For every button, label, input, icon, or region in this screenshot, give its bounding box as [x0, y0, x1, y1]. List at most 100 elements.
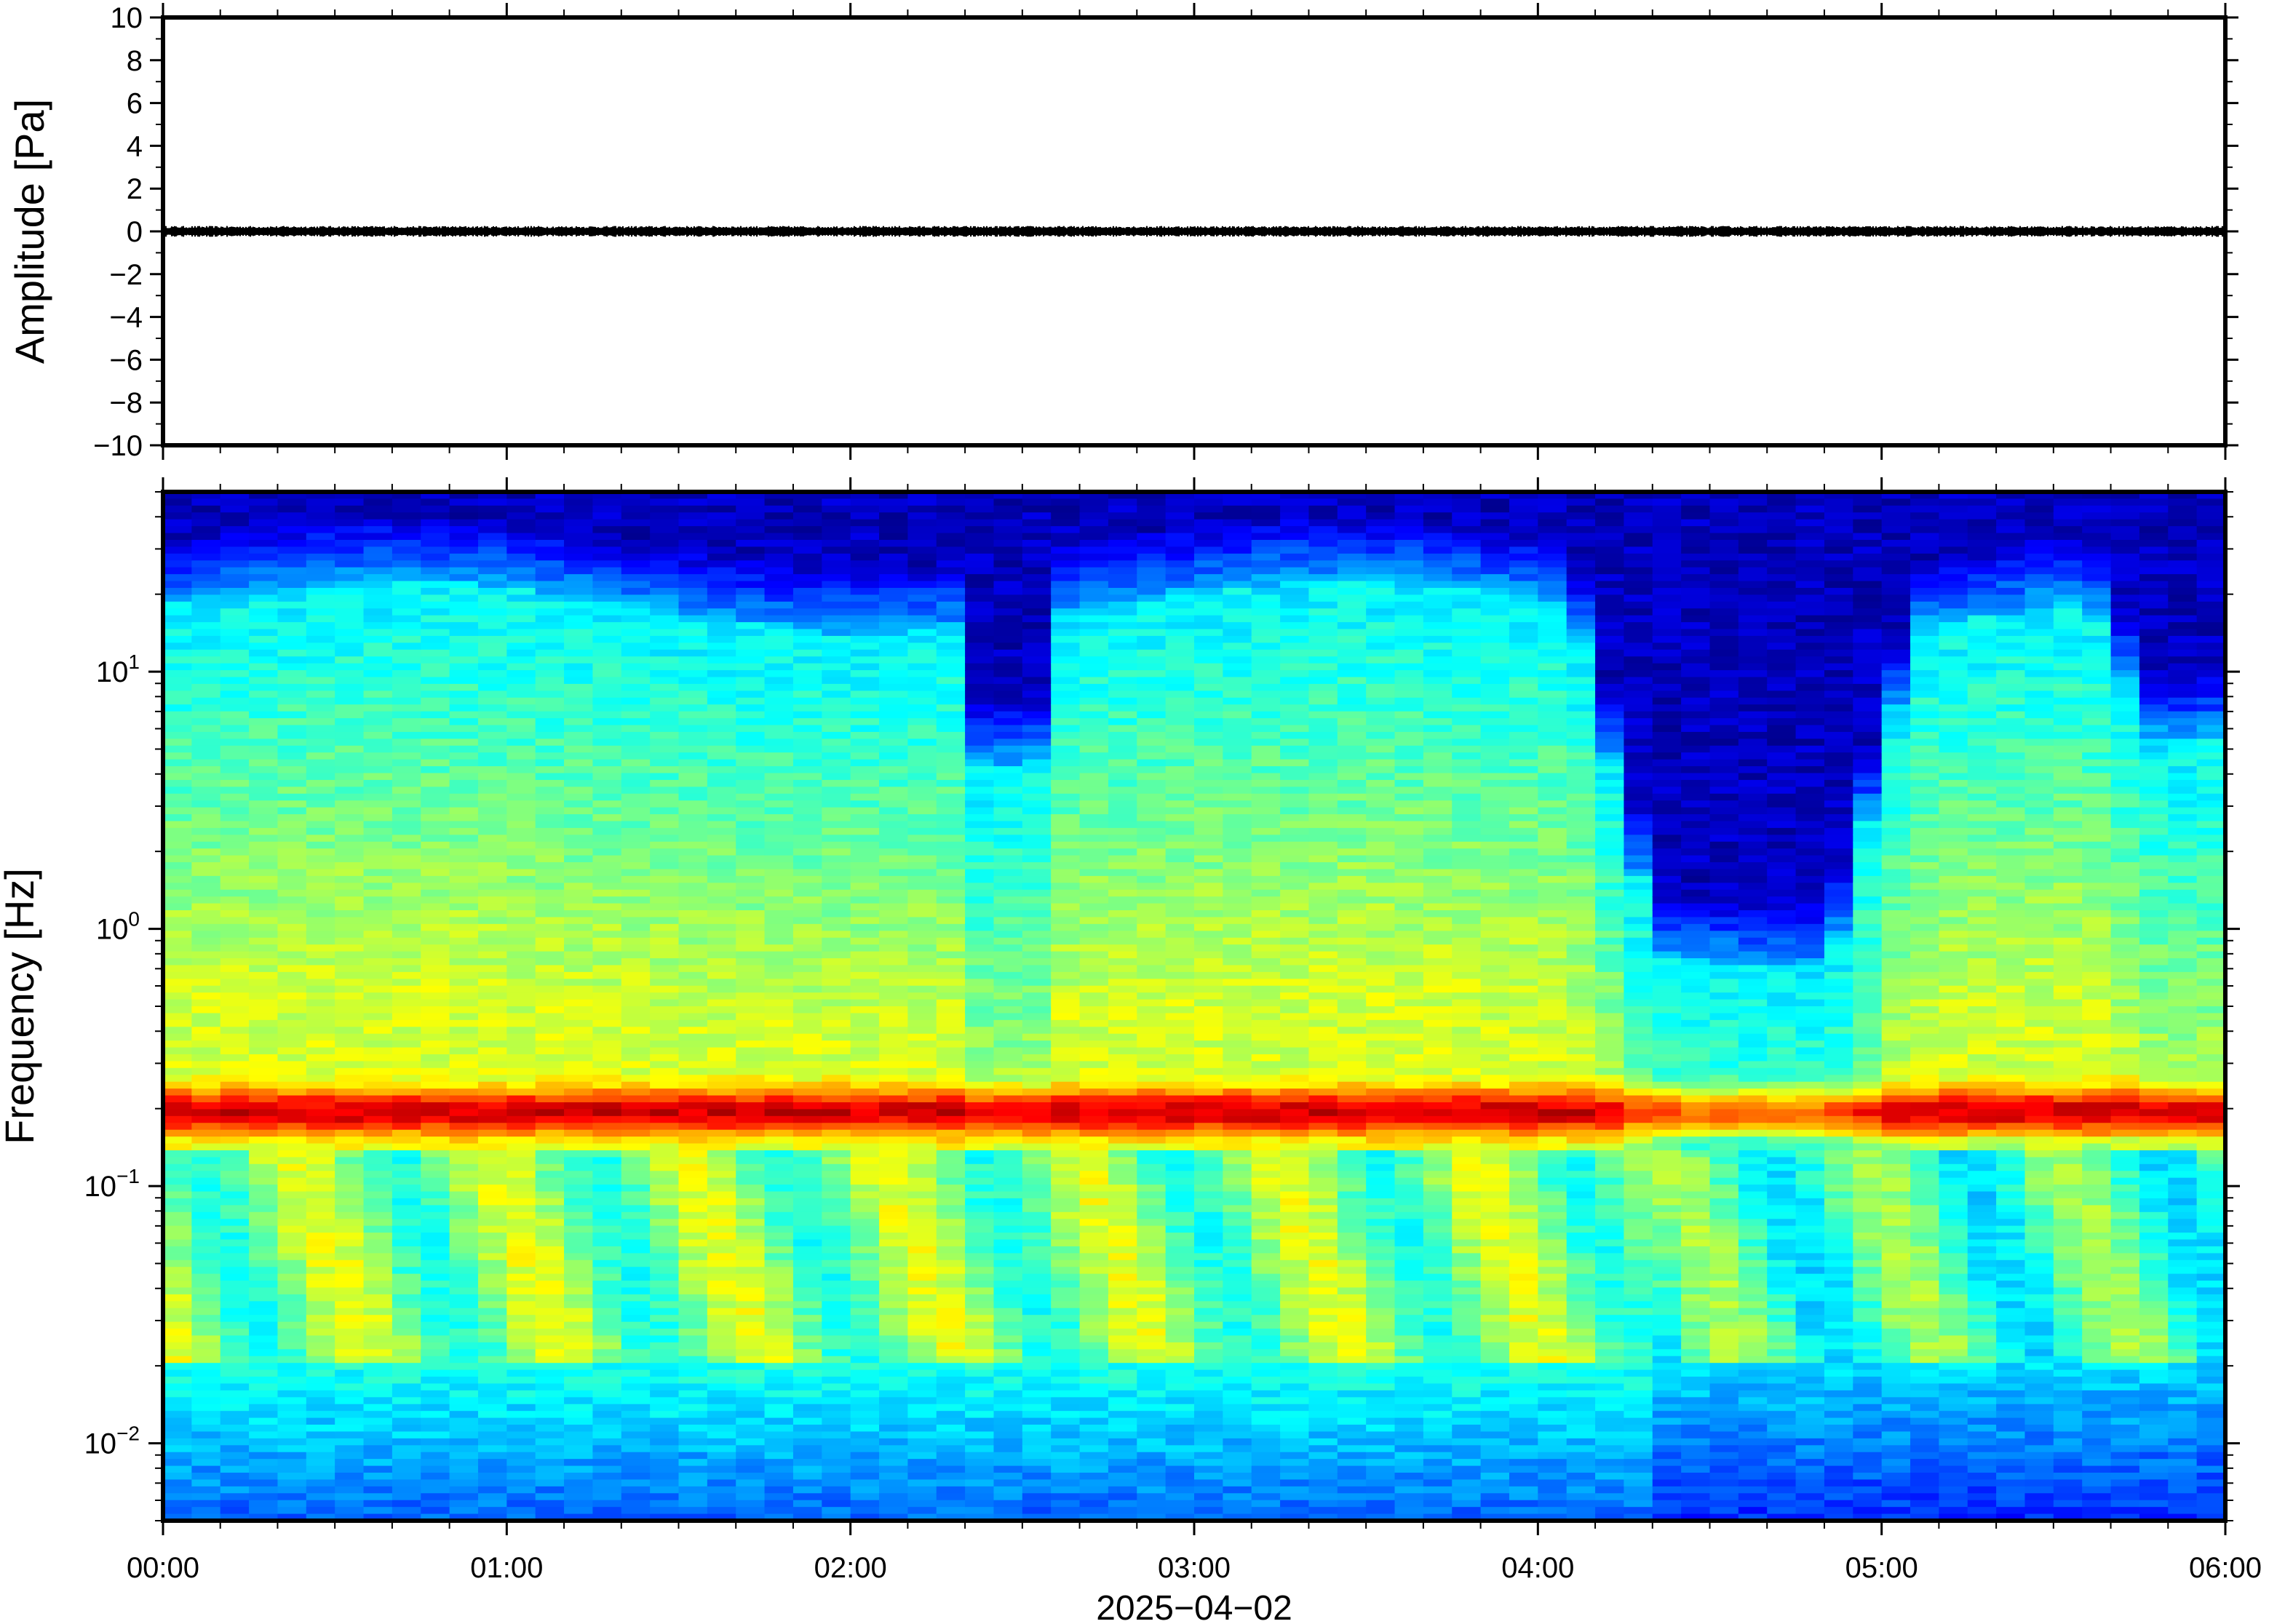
spectrogram-cell: [220, 1342, 250, 1350]
spectrogram-cell: [363, 725, 393, 733]
spectrogram-cell: [1022, 1013, 1052, 1021]
spectrogram-cell: [965, 971, 995, 980]
spectrogram-cell: [907, 862, 937, 870]
spectrogram-cell: [650, 690, 680, 698]
spectrogram-cell: [535, 670, 565, 678]
spectrogram-cell: [506, 821, 536, 829]
spectrogram-cell: [421, 663, 450, 671]
spectrogram-cell: [650, 1315, 680, 1323]
spectrogram-cell: [965, 1102, 995, 1110]
spectrogram-cell: [792, 745, 823, 754]
spectrogram-cell: [506, 656, 536, 664]
spectrogram-cell: [506, 1198, 536, 1206]
spectrogram-cell: [449, 1067, 479, 1076]
spectrogram-cell: [449, 937, 479, 945]
spectrogram-cell: [335, 1307, 365, 1315]
spectrogram-cell: [506, 649, 536, 658]
spectrogram-cell: [363, 1369, 393, 1377]
spectrogram-cell: [907, 889, 937, 897]
spectrogram-cell: [936, 1095, 966, 1103]
spectrogram-cell: [822, 1191, 851, 1199]
spectrogram-cell: [535, 1109, 565, 1117]
spectrogram-cell: [764, 1123, 794, 1131]
spectrogram-cell: [306, 752, 335, 760]
spectrogram-cell: [564, 1253, 594, 1261]
spectrogram-cell: [936, 848, 966, 856]
spectrogram-cell: [335, 1301, 365, 1309]
spectrogram-cell: [764, 526, 794, 534]
spectrogram-cell: [249, 1301, 279, 1309]
spectrogram-cell: [907, 958, 937, 966]
spectrogram-cell: [421, 910, 450, 918]
spectrogram-cell: [907, 560, 937, 568]
spectrogram-cell: [392, 951, 422, 959]
spectrogram-cell: [764, 1211, 794, 1220]
spectrogram-cell: [477, 560, 508, 568]
spectrogram-cell: [678, 1383, 708, 1391]
spectrogram-cell: [1051, 1233, 1081, 1241]
spectrogram-cell: [220, 1390, 250, 1398]
spectrogram-cell: [879, 896, 909, 904]
spectrogram-cell: [707, 1211, 737, 1220]
spectrogram-cell: [335, 779, 365, 788]
spectrogram-cell: [879, 683, 909, 692]
spectrogram-cell: [335, 1102, 365, 1110]
spectrogram-cell: [449, 725, 479, 733]
spectrogram-cell: [822, 814, 851, 822]
spectrogram-cell: [993, 1067, 1023, 1076]
spectrogram-cell: [736, 903, 766, 911]
spectrogram-cell: [191, 683, 221, 692]
spectrogram-cell: [506, 1301, 536, 1309]
spectrogram-cell: [335, 1006, 365, 1014]
spectrogram-cell: [650, 787, 680, 795]
spectrogram-cell: [163, 677, 193, 685]
spectrogram-cell: [421, 896, 450, 904]
spectrogram-cell: [850, 1067, 880, 1076]
spectrogram-cell: [306, 835, 335, 843]
spectrogram-cell: [993, 615, 1023, 623]
spectrogram-cell: [363, 622, 393, 630]
spectrogram-cell: [1051, 1075, 1081, 1083]
spectrogram-cell: [220, 492, 250, 500]
spectrogram-cell: [907, 835, 937, 843]
spectrogram-cell: [792, 1307, 823, 1315]
spectrogram-cell: [277, 1411, 307, 1419]
spectrogram-cell: [163, 656, 193, 664]
spectrogram-cell: [650, 1211, 680, 1220]
spectrogram-cell: [477, 1143, 508, 1151]
spectrogram-cell: [163, 1356, 193, 1364]
spectrogram-cell: [592, 1315, 622, 1323]
spectrogram-cell: [822, 560, 851, 568]
spectrogram-cell: [220, 821, 250, 829]
spectrogram-cell: [907, 917, 937, 925]
spectrogram-cell: [822, 910, 851, 918]
spectrogram-cell: [306, 1493, 335, 1501]
spectrogram-cell: [506, 848, 536, 856]
spectrogram-cell: [1079, 711, 1109, 719]
spectrogram-cell: [993, 1095, 1023, 1103]
spectrogram-cell: [306, 1013, 335, 1021]
spectrogram-cell: [822, 862, 851, 870]
spectrogram-cell: [449, 1397, 479, 1405]
spectrogram-cell: [163, 1047, 193, 1055]
spectrogram-cell: [220, 526, 250, 534]
spectrogram-cell: [564, 1321, 594, 1329]
spectrogram-cell: [421, 1404, 450, 1412]
spectrogram-cell: [335, 1315, 365, 1323]
spectrogram-cell: [736, 1397, 766, 1405]
spectrogram-cell: [621, 1301, 651, 1309]
spectrogram-cell: [678, 1088, 708, 1096]
spectrogram-cell: [249, 903, 279, 911]
spectrogram-cell: [306, 1246, 335, 1254]
spectrogram-cell: [621, 999, 651, 1007]
spectrogram-cell: [592, 787, 622, 795]
spectrogram-cell: [163, 533, 193, 541]
spectrogram-cell: [965, 1315, 995, 1323]
spectrogram-cell: [163, 697, 193, 706]
spectrogram-cell: [650, 1425, 680, 1433]
spectrogram-cell: [335, 1191, 365, 1199]
spectrogram-cell: [363, 766, 393, 774]
spectrogram-cell: [965, 1198, 995, 1206]
spectrogram-cell: [421, 1500, 450, 1508]
spectrogram-cell: [850, 793, 880, 801]
